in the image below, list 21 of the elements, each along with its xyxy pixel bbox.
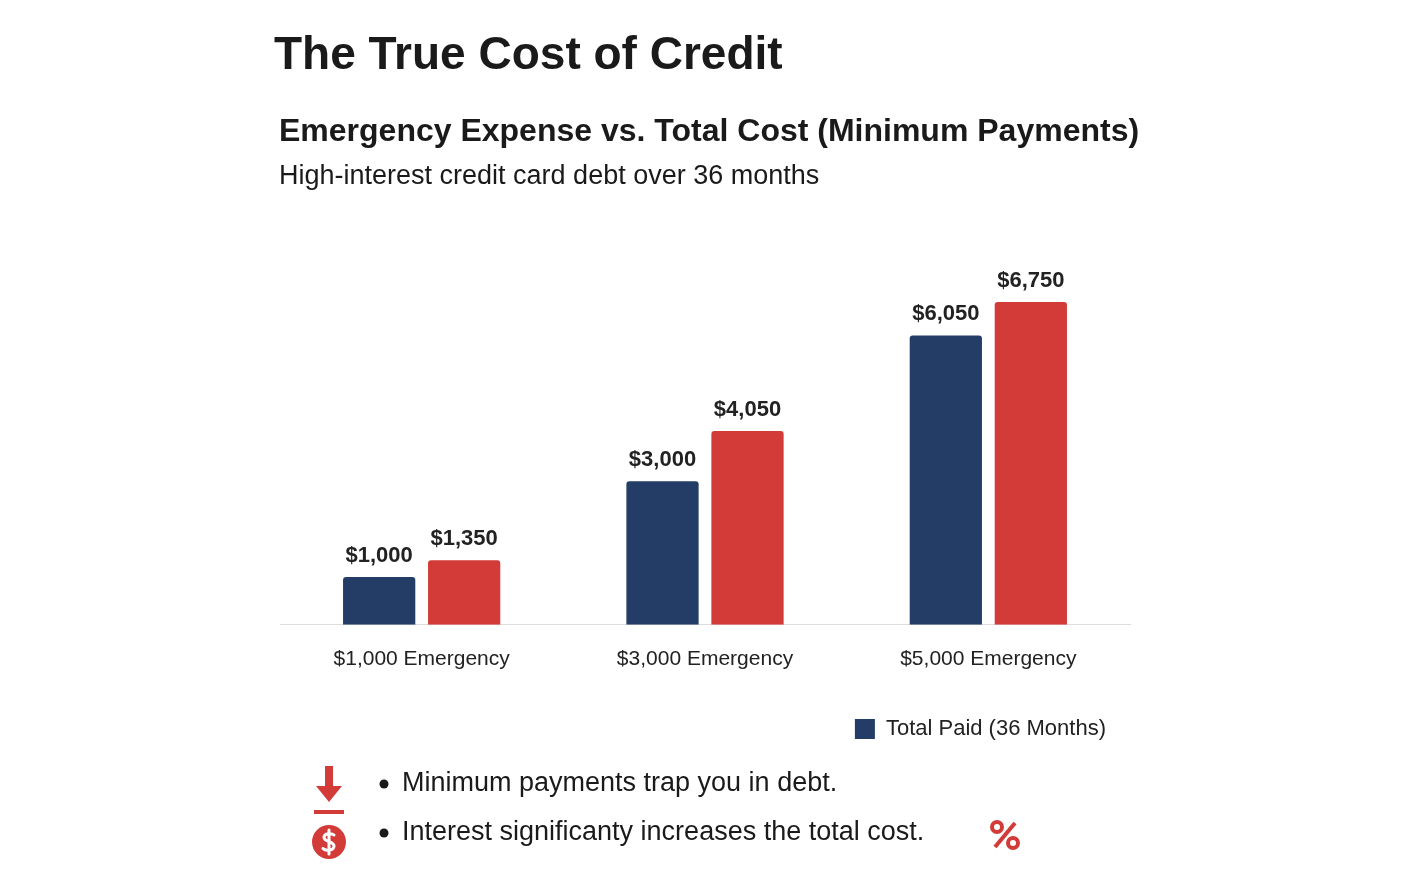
bar: [711, 431, 784, 625]
x-tick-label: $5,000 Emergency: [900, 646, 1077, 670]
bar: [428, 560, 501, 625]
text: High-interest credit card debt over 36 months: [279, 160, 820, 191]
bar: [909, 335, 982, 625]
data-label: $3,000: [628, 446, 697, 472]
bar: [626, 481, 699, 625]
data-label: $6,050: [912, 300, 980, 326]
x-tick-label: $3,000 Emergency: [616, 646, 794, 670]
data-label: $1,000: [345, 542, 413, 568]
text: Minimum payments trap you in debt.: [402, 767, 838, 798]
chart-subtitle: Emergency Expense vs. Total Cost (Minimum Payments): [279, 112, 1140, 149]
x-tick-label: $1,000 Emergency: [333, 646, 511, 670]
bar: [994, 301, 1067, 625]
data-label: $4,050: [713, 396, 782, 422]
text: Interest significanty increases the total cost.: [402, 816, 925, 847]
legend-label: Total Paid (36 Months): [885, 715, 1106, 741]
bar: [343, 576, 416, 625]
data-label: $6,750: [997, 267, 1065, 293]
chart-title: The True Cost of Credit: [274, 26, 783, 80]
data-label: $1,350: [430, 525, 498, 551]
